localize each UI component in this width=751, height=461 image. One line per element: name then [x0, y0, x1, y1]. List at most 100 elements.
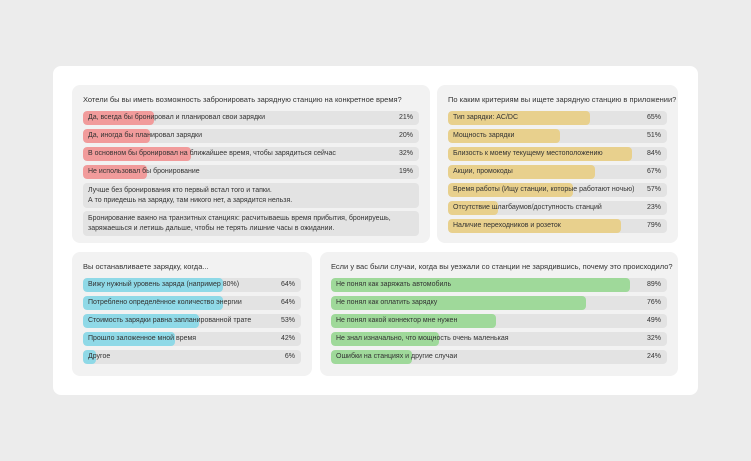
answer-percent: 6% — [284, 353, 295, 360]
answer-bar — [83, 147, 191, 161]
comment-line: Лучше без бронирования кто первый встал … — [88, 187, 272, 194]
answer-percent: 19% — [398, 168, 413, 175]
answer-bar — [83, 332, 175, 346]
answer-bar — [83, 296, 223, 310]
comment-line: заряжаешься и летишь дальше, чтобы не те… — [88, 224, 335, 232]
answer-bar — [331, 332, 439, 346]
answer-row: Не использовал бы бронирование 19% — [83, 165, 419, 179]
answer-text: В основном бы бронировал на ближайшее вр… — [88, 150, 336, 157]
answer-bar — [448, 165, 595, 179]
answer-bar — [448, 201, 499, 215]
answer-text: Не понял как оплатить зарядку — [336, 299, 438, 306]
answer-percent: 65% — [646, 114, 661, 121]
answer-text: Вижу нужный уровень заряда (например 80%… — [88, 281, 240, 288]
answer-bar — [448, 129, 560, 143]
answer-row: Тип зарядки: AC/DC 65% — [448, 111, 667, 125]
comment-line: Бронирование важно на транзитных станция… — [88, 215, 391, 222]
question: Хотели бы вы иметь возможность заброниро… — [83, 95, 402, 104]
answer-bar — [83, 314, 199, 328]
answer-row: Потреблено определённое количество энерг… — [83, 296, 301, 310]
answer-percent: 42% — [280, 335, 295, 342]
answer-text: Акции, промокоды — [453, 168, 513, 175]
answer-percent: 32% — [646, 335, 661, 342]
answer-bar — [448, 183, 573, 197]
answer-text: Не понял как заряжать автомобиль — [336, 281, 452, 288]
answer-text: Наличие переходников и розеток — [453, 222, 561, 229]
survey-card: Если у вас были случаи, когда вы уезжали… — [320, 252, 678, 376]
answer-percent: 76% — [646, 299, 661, 306]
answer-row: Другое 6% — [83, 350, 301, 364]
answer-row: Не понял какой коннектор мне нужен 49% — [331, 314, 667, 328]
answer-row: В основном бы бронировал на ближайшее вр… — [83, 147, 419, 161]
answer-row: Ошибки на станциях и другие случаи 24% — [331, 350, 667, 364]
answer-text: Ошибки на станциях и другие случаи — [336, 353, 458, 360]
answer-bar — [83, 278, 223, 292]
survey-card: Вы останавливаете зарядку, когда... Вижу … — [72, 252, 312, 376]
answer-text: Близость к моему текущему местоположению — [453, 150, 603, 157]
answer-bar — [448, 219, 621, 233]
answer-percent: 89% — [646, 281, 661, 288]
survey-card: По каким критериям вы ищете зарядную ста… — [437, 85, 678, 243]
answer-bar — [331, 350, 412, 364]
answer-percent: 21% — [398, 114, 413, 121]
comment-line: А то приедешь на зарядку, там никого нет… — [88, 196, 293, 204]
answer-text: Не использовал бы бронирование — [88, 168, 200, 175]
answer-text: Время работы (Ищу станции, которые работ… — [453, 186, 635, 193]
answer-row: Наличие переходников и розеток 79% — [448, 219, 667, 233]
question: По каким критериям вы ищете зарядную ста… — [448, 95, 677, 104]
answer-text: Мощность зарядки — [453, 132, 515, 139]
answer-text: Тип зарядки: AC/DC — [453, 114, 519, 121]
answer-bar — [448, 111, 591, 125]
answer-text: Не понял какой коннектор мне нужен — [336, 317, 458, 324]
answer-bar — [331, 314, 496, 328]
answer-text: Не знал изначально, что мощность очень м… — [336, 335, 509, 342]
answer-bar — [83, 350, 97, 364]
answer-percent: 53% — [280, 317, 295, 324]
answer-row: Не понял как оплатить зарядку 76% — [331, 296, 667, 310]
survey-panel: Хотели бы вы иметь возможность заброниро… — [53, 66, 698, 395]
answer-percent: 24% — [646, 353, 661, 360]
answer-row: Прошло заложенное мной время 42% — [83, 332, 301, 346]
answer-text: Да, иногда бы планировал зарядки — [88, 132, 202, 139]
answer-row: Близость к моему текущему местоположению… — [448, 147, 667, 161]
answer-row: Мощность зарядки 51% — [448, 129, 667, 143]
answer-percent: 84% — [646, 150, 661, 157]
answer-percent: 79% — [646, 222, 661, 229]
answer-row: Не знал изначально, что мощность очень м… — [331, 332, 667, 346]
answer-bar — [83, 111, 154, 125]
answer-text: Да, всегда бы бронировал и планировал св… — [88, 114, 266, 121]
survey-card: Хотели бы вы иметь возможность заброниро… — [72, 85, 430, 243]
answer-bar — [331, 278, 631, 292]
answer-row: Не понял как заряжать автомобиль 89% — [331, 278, 667, 292]
answer-percent: 20% — [398, 132, 413, 139]
answer-text: Отсутствие шлагбаумов/доступность станци… — [453, 204, 602, 211]
comment: Бронирование важно на транзитных станция… — [83, 211, 419, 236]
answer-percent: 32% — [398, 150, 413, 157]
answer-bar — [83, 165, 147, 179]
answer-text: Потреблено определённое количество энерг… — [88, 299, 242, 306]
question: Вы останавливаете зарядку, когда... — [83, 262, 209, 271]
answer-row: Акции, промокоды 67% — [448, 165, 667, 179]
answer-row: Время работы (Ищу станции, которые работ… — [448, 183, 667, 197]
answer-percent: 57% — [646, 186, 661, 193]
answer-bar — [448, 147, 632, 161]
comment: Лучше без бронирования кто первый встал … — [83, 183, 419, 208]
answer-percent: 67% — [646, 168, 661, 175]
answer-text: Прошло заложенное мной время — [88, 335, 197, 342]
answer-row: Отсутствие шлагбаумов/доступность станци… — [448, 201, 667, 215]
answer-percent: 64% — [280, 299, 295, 306]
answer-text: Другое — [88, 353, 111, 360]
answer-row: Вижу нужный уровень заряда (например 80%… — [83, 278, 301, 292]
answer-row: Да, иногда бы планировал зарядки 20% — [83, 129, 419, 143]
answer-row: Да, всегда бы бронировал и планировал св… — [83, 111, 419, 125]
answer-percent: 64% — [280, 281, 295, 288]
answer-bar — [83, 129, 151, 143]
answer-row: Стоимость зарядки равна запланированной … — [83, 314, 301, 328]
answer-percent: 51% — [646, 132, 661, 139]
answer-percent: 49% — [646, 317, 661, 324]
answer-percent: 23% — [646, 204, 661, 211]
answer-bar — [331, 296, 587, 310]
answer-text: Стоимость зарядки равна запланированной … — [88, 317, 252, 324]
question: Если у вас были случаи, когда вы уезжали… — [331, 262, 673, 271]
